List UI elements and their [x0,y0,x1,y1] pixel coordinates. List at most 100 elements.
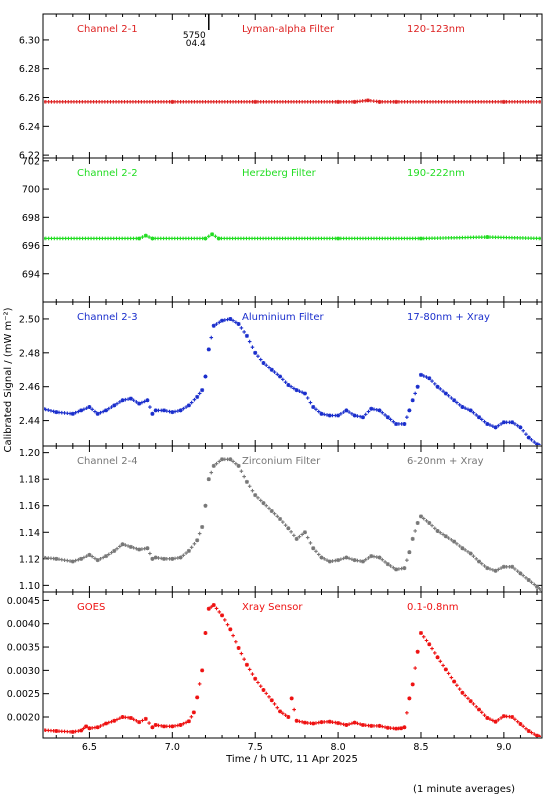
x-tick-label: 8.0 [331,742,346,753]
data-point-minute [391,726,396,731]
data-point-minute [258,498,263,503]
data-point [228,627,233,632]
data-point [162,724,167,729]
data-point-minute [217,610,222,614]
data-point [153,722,158,727]
data-point-minute [68,559,72,563]
data-point-minute [289,530,293,534]
data-point-minute [126,715,130,720]
data-point-minute [115,401,119,406]
data-point-minute [214,461,219,466]
data-point [162,408,167,413]
x-axis-label: Time / h UTC, 11 Apr 2025 [225,754,358,765]
data-point-minute [98,410,103,415]
data-point-minute [424,638,429,643]
data-point [410,682,415,687]
y-tick-label: 0.0020 [7,713,40,724]
data-point [170,410,175,415]
data-point-minute [333,558,338,563]
data-point [278,709,283,714]
data-point-minute [424,518,429,523]
data-point [385,415,390,420]
data-point [418,631,423,636]
data-point-minute [380,724,385,729]
data-point-minute [159,556,164,561]
data-point [137,547,142,552]
data-point-minute [267,365,271,370]
data-point-minute [283,523,288,527]
data-point-minute [247,484,252,489]
data-point-minute [471,702,476,706]
panel-channel-label: GOES [77,602,105,613]
data-point-minute [355,721,360,726]
data-point [407,550,412,555]
data-point-minute [350,557,354,562]
data-point-minute [491,718,495,723]
data-point [236,463,241,468]
data-point [70,729,75,734]
data-point-minute [247,339,252,344]
panel-filter-label: Aluminium Filter [242,312,325,323]
data-point [286,383,291,388]
data-point-minute [388,417,393,422]
data-point-minute [300,532,304,537]
data-point-minute [499,100,503,104]
panel-channel-label: Channel 2-4 [77,456,138,467]
data-point [485,235,490,240]
data-point-minute [347,556,351,561]
data-point [95,558,100,563]
data-point [311,721,316,726]
data-point-minute [396,726,401,731]
data-point-minute [350,100,354,104]
data-point-minute [391,100,396,104]
panel-2: 694 696 698 700 702 Channel 2-2 Herzberg Filte… [22,156,543,303]
data-point-minute [466,549,470,554]
y-tick-label: 0.0025 [7,689,40,700]
data-point-minute [449,537,454,542]
data-point-minute [109,405,114,409]
data-point [460,690,465,695]
panel-1: 6.22 6.24 6.26 6.28 6.30 Channel 2-1 Lyman-alp… [19,13,543,162]
y-tick-label: 1.12 [19,554,40,565]
data-point [407,696,412,701]
data-point-minute [374,408,379,412]
data-point-minute [322,557,327,561]
data-point [153,555,158,560]
data-point-minute [76,729,81,733]
data-point [54,410,59,415]
data-point [377,408,382,413]
data-point-minute [283,380,288,384]
data-point-minute [446,671,451,676]
data-point [143,233,148,238]
panel-5: 0.0020 0.0025 0.0030 0.0035 0.0040 0.0045 GOES… [7,591,543,739]
data-point-minute [316,720,321,725]
y-tick-label: 6.22 [19,151,40,162]
data-point [170,99,175,104]
data-point [200,388,205,393]
data-point-minute [363,557,368,562]
data-point [501,714,506,719]
y-axis-label: Calibrated Signal / (mW m⁻²) [3,307,14,452]
data-point-minute [521,573,526,578]
data-point-minute [283,713,288,717]
data-point-minute [217,320,222,325]
data-point-minute [90,407,94,412]
data-point-minute [256,495,260,500]
data-point [336,99,341,104]
data-point-minute [388,564,393,568]
data-point-minute [499,422,503,426]
event-marker-label: 5750 [183,31,206,41]
data-point-minute [405,558,409,562]
data-point-minute [147,235,151,239]
data-point [278,517,283,521]
data-point-minute [184,405,188,409]
x-tick-label: 8.5 [413,742,428,753]
data-point [477,559,482,564]
data-point-minute [189,714,194,719]
data-point [327,719,332,724]
data-point-minute [173,409,177,414]
data-point-minute [532,582,537,587]
data-point [112,548,117,553]
data-point [443,391,448,396]
data-point [493,425,498,430]
